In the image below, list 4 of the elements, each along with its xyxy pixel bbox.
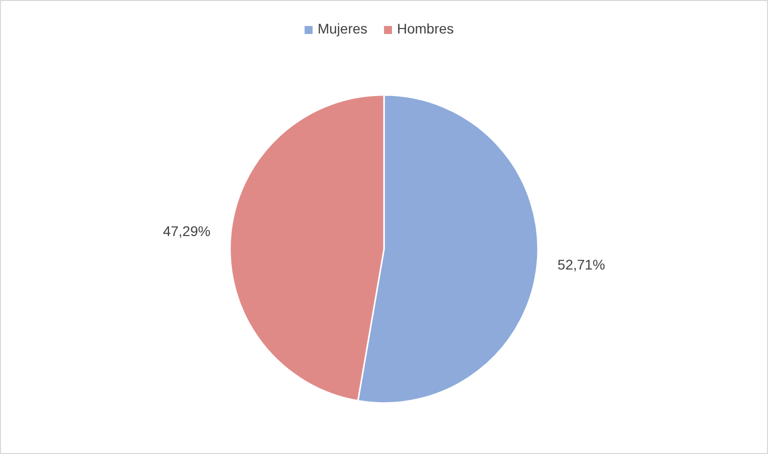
legend-label: Mujeres	[318, 20, 368, 37]
data-label: 47,29%	[162, 222, 210, 239]
data-label: 52,71%	[558, 256, 606, 273]
legend-label: Hombres	[397, 20, 454, 37]
